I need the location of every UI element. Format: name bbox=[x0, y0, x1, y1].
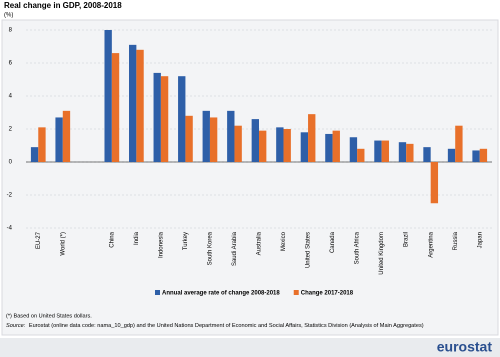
y-tick-label: 0 bbox=[9, 160, 13, 166]
legend-label: Annual average rate of change 2008-2018 bbox=[162, 291, 280, 297]
bar bbox=[55, 117, 63, 162]
footnote: (*) Based on United States dollars. bbox=[6, 313, 92, 319]
bar bbox=[30, 147, 39, 162]
legend-label: Change 2017-2018 bbox=[301, 291, 354, 297]
bar bbox=[308, 114, 316, 162]
x-tick-label: Japan bbox=[477, 232, 483, 248]
bar bbox=[227, 110, 235, 162]
bar bbox=[62, 110, 71, 162]
unit-label: (%) bbox=[4, 13, 13, 19]
bar bbox=[479, 148, 488, 162]
bar bbox=[129, 44, 137, 162]
x-tick-label: Indonesia bbox=[158, 231, 164, 258]
chart-title: Real change in GDP, 2008-2018 bbox=[4, 1, 122, 10]
x-tick-label: United Kingdom bbox=[379, 232, 385, 275]
bar bbox=[251, 119, 259, 162]
source-label: Source: bbox=[6, 323, 26, 329]
bar bbox=[357, 148, 365, 162]
bar bbox=[209, 117, 218, 162]
bar bbox=[381, 140, 389, 162]
bar bbox=[430, 162, 439, 204]
bar bbox=[202, 110, 210, 162]
source-text: Eurostat (online data code: nama_10_gdp)… bbox=[29, 323, 424, 329]
bar bbox=[472, 150, 480, 162]
bar bbox=[178, 76, 186, 162]
legend-swatch bbox=[293, 290, 299, 295]
bar bbox=[374, 140, 382, 162]
bar bbox=[283, 129, 291, 162]
y-tick-label: 6 bbox=[9, 61, 13, 67]
logo: eurostat bbox=[437, 339, 493, 355]
x-tick-label: South Africa bbox=[355, 231, 361, 264]
footer-bar bbox=[0, 338, 500, 357]
bar bbox=[300, 132, 309, 162]
y-tick-label: 8 bbox=[9, 28, 13, 34]
x-tick-label: India bbox=[134, 231, 140, 245]
bar bbox=[234, 125, 242, 162]
x-tick-label: Russia bbox=[453, 231, 459, 250]
bar bbox=[136, 49, 144, 162]
chart-frame bbox=[1, 19, 499, 336]
bar bbox=[111, 53, 120, 162]
bar bbox=[398, 142, 407, 162]
bar bbox=[349, 137, 358, 162]
bar bbox=[259, 130, 267, 162]
bar bbox=[406, 143, 414, 162]
y-tick-label: -2 bbox=[7, 193, 13, 199]
bar bbox=[423, 147, 431, 162]
y-tick-label: -4 bbox=[7, 226, 13, 232]
bar bbox=[447, 148, 456, 162]
x-tick-label: Brazil bbox=[404, 232, 410, 247]
bar bbox=[332, 130, 340, 162]
x-tick-label: Mexico bbox=[281, 231, 287, 251]
legend-swatch bbox=[155, 290, 160, 295]
x-tick-label: Canada bbox=[330, 231, 336, 253]
x-tick-label: Australia bbox=[257, 231, 263, 255]
y-tick-label: 2 bbox=[9, 127, 13, 133]
bar bbox=[276, 127, 284, 162]
bar bbox=[38, 127, 46, 162]
x-tick-label: South Korea bbox=[208, 231, 214, 265]
x-tick-label: World (*) bbox=[60, 232, 66, 256]
source-note: Source: Eurostat (online data code: nama… bbox=[6, 323, 424, 329]
bar bbox=[455, 125, 463, 162]
x-tick-label: Saudi Arabia bbox=[232, 231, 238, 266]
bar bbox=[160, 76, 169, 162]
bar bbox=[104, 30, 112, 162]
x-tick-label: Turkey bbox=[183, 232, 189, 250]
bar bbox=[185, 115, 193, 162]
x-tick-label: China bbox=[109, 231, 115, 247]
x-tick-label: United States bbox=[306, 232, 312, 268]
x-tick-label: Argentina bbox=[428, 231, 434, 257]
bar bbox=[325, 133, 333, 162]
y-tick-label: 4 bbox=[9, 94, 13, 100]
x-tick-label: EU-27 bbox=[36, 231, 42, 249]
bar bbox=[153, 72, 161, 162]
